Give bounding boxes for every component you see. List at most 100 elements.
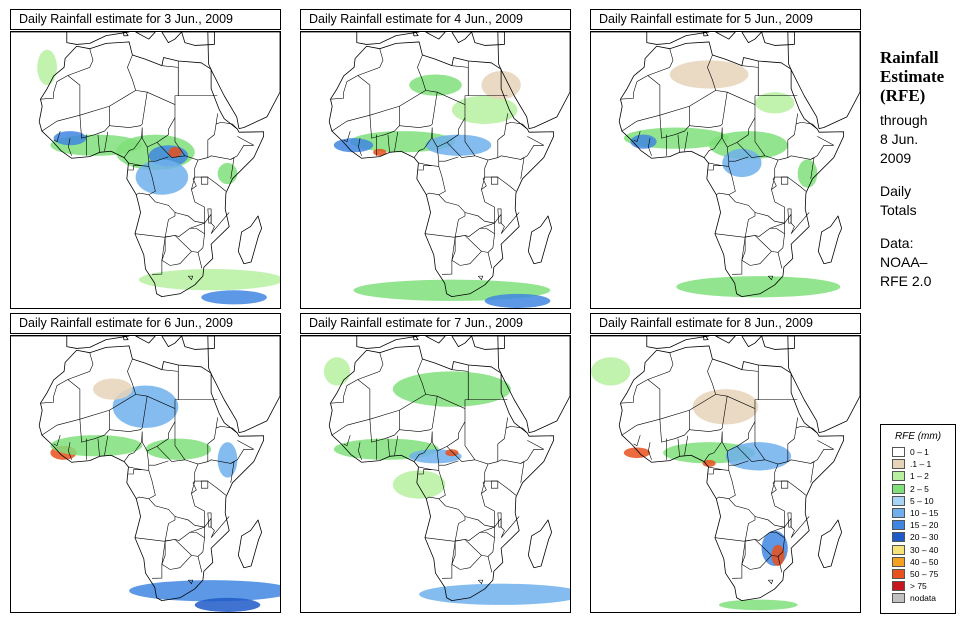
africa-outline (328, 41, 555, 298)
map-canvas (301, 336, 570, 605)
country-border (134, 537, 176, 579)
country-border (148, 460, 169, 466)
rfe-sidebar: Rainfall Estimate (RFE) through 8 Jun. 2… (880, 48, 966, 291)
country-border (413, 127, 433, 158)
europe-outline (135, 336, 156, 344)
country-border (446, 446, 475, 462)
rainfall-area (630, 134, 657, 149)
country-border (79, 410, 110, 443)
country-border (484, 463, 489, 482)
turkey-outline (761, 336, 795, 350)
country-border (161, 541, 166, 565)
country-border (741, 541, 746, 565)
panel-title: Daily Rainfall estimate for 6 Jun., 2009 (10, 313, 281, 334)
country-border (520, 440, 544, 464)
legend-label: 0 – 1 (910, 447, 929, 458)
africa-outline (38, 345, 265, 602)
country-border (451, 237, 456, 261)
country-border (161, 65, 179, 96)
turkey-outline (471, 336, 505, 350)
legend-swatch (892, 544, 905, 555)
country-border (215, 121, 238, 130)
sidebar-heading-line-1: Rainfall (880, 48, 939, 67)
country-border (810, 440, 834, 464)
country-border (677, 134, 680, 153)
country-border (369, 106, 400, 139)
rainfall-area (623, 447, 651, 459)
rainfall-area (37, 49, 57, 86)
country-border (438, 498, 466, 542)
sidebar-source-2: RFE 2.0 (880, 273, 932, 289)
country-border (659, 410, 690, 443)
country-border (648, 138, 652, 156)
sidebar-source-label: Data: (880, 235, 914, 251)
country-border (451, 251, 482, 266)
country-border (767, 579, 774, 585)
rainfall-map (590, 31, 861, 309)
rainfall-area (50, 435, 143, 457)
madagascar-outline (237, 519, 263, 569)
arabia-outline (497, 32, 570, 130)
rainfall-map (590, 335, 861, 613)
lake-outline (207, 208, 212, 224)
country-border (479, 228, 495, 234)
country-border (774, 159, 779, 178)
panel-title: Daily Rainfall estimate for 8 Jun., 2009 (590, 313, 861, 334)
europe-outline (301, 336, 420, 349)
europe-outline (161, 336, 183, 348)
rainfall-panel: Daily Rainfall estimate for 3 Jun., 2009 (10, 9, 281, 309)
island-outline (413, 32, 419, 37)
legend-label: 20 – 30 (910, 532, 939, 543)
legend-item: 30 – 40 (881, 544, 955, 556)
legend-label: 30 – 40 (910, 544, 939, 555)
country-border (659, 106, 690, 139)
rainfall-area (718, 599, 798, 611)
country-border (123, 127, 143, 158)
country-border (774, 463, 779, 482)
sidebar-through-label: through (880, 112, 928, 128)
legend-item: 40 – 50 (881, 556, 955, 568)
country-border (787, 459, 815, 483)
country-border (633, 131, 641, 143)
country-border (330, 379, 358, 404)
country-border (358, 442, 362, 460)
lake-outline (200, 176, 209, 185)
turkey-outline (761, 32, 795, 46)
rainfall-map (10, 31, 281, 309)
country-border (754, 222, 785, 253)
country-border (689, 90, 728, 128)
rainfall-map (300, 31, 571, 309)
country-border (708, 127, 730, 167)
rainfall-area (135, 159, 189, 195)
country-border (728, 498, 756, 542)
legend-item: 2 – 5 (881, 483, 955, 495)
country-border (174, 235, 203, 269)
rainfall-area (722, 148, 762, 178)
lake-outline (787, 208, 792, 224)
country-border (754, 201, 785, 224)
africa-outline (328, 345, 555, 602)
rainfall-area (217, 442, 238, 478)
country-border (174, 222, 205, 253)
country-border (417, 469, 433, 475)
rainfall-area (419, 583, 570, 605)
country-border (647, 358, 717, 420)
rainfall-area (129, 580, 280, 602)
panel-title: Daily Rainfall estimate for 4 Jun., 2009 (300, 9, 571, 30)
lake-outline (497, 512, 502, 528)
country-border (754, 399, 798, 409)
island-outline (413, 336, 419, 341)
country-border (230, 440, 254, 464)
country-border (331, 418, 370, 436)
country-border (647, 48, 674, 76)
country-border (684, 131, 689, 152)
rainfall-area (425, 134, 492, 156)
country-border (156, 446, 185, 462)
legend-item: 0 – 1 (881, 446, 955, 458)
sidebar-period-2: Totals (880, 202, 917, 218)
country-border (97, 438, 100, 457)
country-border (174, 201, 205, 224)
country-border (703, 127, 723, 158)
country-border (708, 431, 730, 471)
